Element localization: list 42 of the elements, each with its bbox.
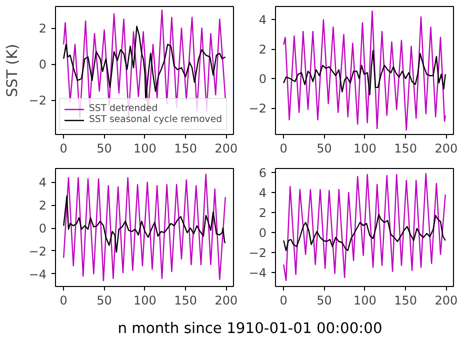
y-tick-label: −2 [28,244,47,258]
x-tick-label: 0 [280,294,288,308]
legend-label: SST seasonal cycle removed [89,114,222,125]
y-tick-label: 2 [38,198,47,213]
y-tick-label: −4 [28,267,47,282]
x-tick-label: 200 [214,294,238,308]
y-tick-label: 0 [38,58,47,72]
x-tick-label: 50 [316,294,332,308]
y-tick-label: 4 [258,186,267,200]
x-tick-label: 150 [394,294,417,308]
x-tick-label: 0 [60,142,68,156]
x-tick-label: 100 [353,142,376,156]
y-tick-label: 4 [258,13,267,28]
y-tick-label: 2 [258,206,267,220]
x-tick-label: 150 [174,142,197,156]
x-tick-label: 0 [60,294,68,308]
y-tick-label: −4 [248,266,267,280]
x-tick-label: 100 [353,294,376,308]
x-tick-label: 200 [434,294,458,308]
y-tick-label: −2 [248,246,267,260]
x-tick-label: 100 [133,294,156,308]
y-tick-label: −2 [248,102,267,116]
x-tick-label: 150 [174,294,197,308]
y-tick-label: 0 [258,72,267,86]
y-tick-label: 4 [38,176,47,190]
y-tick-label: 0 [38,222,47,236]
y-tick-label: 6 [258,166,267,180]
x-tick-label: 50 [96,294,112,308]
x-tick-label: 0 [280,142,288,156]
y-axis-title: SST (K) [4,44,21,98]
y-tick-label: 2 [38,22,47,36]
legend-label: SST detrended [89,103,158,114]
x-tick-label: 150 [394,142,417,156]
x-tick-label: 50 [96,142,112,156]
y-tick-label: 0 [258,226,267,240]
y-tick-label: 2 [258,42,267,57]
x-tick-label: 200 [434,142,458,156]
x-axis-title: n month since 1910-01-01 00:00:00 [118,319,382,339]
x-tick-label: 200 [214,142,238,156]
y-tick-label: −2 [28,94,47,108]
x-tick-label: 50 [316,142,332,156]
x-tick-label: 100 [133,142,156,156]
